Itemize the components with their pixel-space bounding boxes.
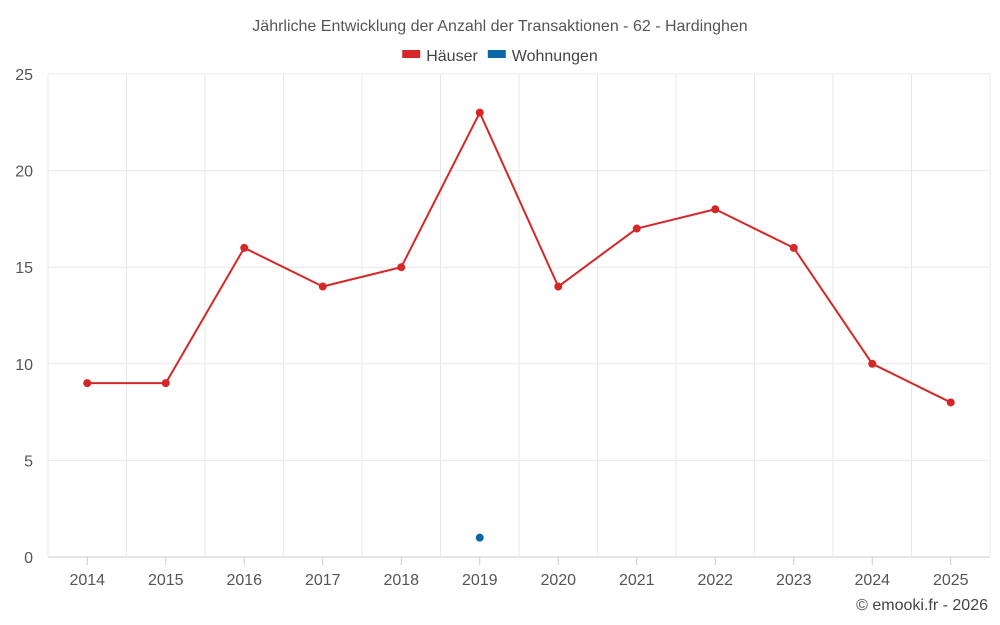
legend-item-1[interactable]: Häuser [402, 48, 478, 65]
series-1-point[interactable] [475, 108, 484, 117]
series-2-point[interactable] [475, 533, 484, 542]
series-1-point[interactable] [240, 243, 249, 252]
x-tick-label: 2019 [462, 572, 498, 589]
y-tick-label: 10 [15, 357, 33, 374]
legend-label: Wohnungen [512, 48, 598, 65]
series-1-point[interactable] [397, 263, 406, 272]
x-tick-label: 2025 [933, 572, 969, 589]
series-1-line [87, 111, 952, 404]
series-1-point[interactable] [789, 243, 798, 252]
series-1-point[interactable] [318, 282, 327, 291]
x-tick-label: 2021 [619, 572, 655, 589]
series-1-point[interactable] [554, 282, 563, 291]
chart-title: Jährliche Entwicklung der Anzahl der Tra… [252, 18, 747, 35]
series-2 [475, 533, 484, 542]
y-axis: 0 5 10 15 20 25 [15, 67, 33, 567]
y-tick-label: 5 [24, 453, 33, 470]
series-1-point[interactable] [946, 398, 955, 407]
legend-swatch [402, 50, 421, 58]
x-tick-label: 2023 [776, 572, 812, 589]
series-layer [83, 108, 955, 542]
series-1-point[interactable] [83, 379, 92, 388]
y-tick-label: 20 [15, 164, 33, 181]
series-1-point[interactable] [161, 379, 170, 388]
credit-text: © emooki.fr - 2026 [856, 597, 988, 614]
x-axis: 2014 2015 2016 2017 2018 2019 2020 2021 2022 2023… [69, 572, 968, 589]
x-tick-label: 2020 [540, 572, 576, 589]
x-tick-label: 2018 [383, 572, 419, 589]
x-tick-label: 2016 [226, 572, 262, 589]
legend-item-2[interactable]: Wohnungen [487, 48, 598, 65]
x-tick-label: 2022 [697, 572, 733, 589]
series-1-point[interactable] [711, 205, 720, 214]
legend-label: Häuser [426, 48, 478, 65]
y-tick-label: 15 [15, 260, 33, 277]
x-tick-label: 2024 [854, 572, 890, 589]
legend-swatch [487, 50, 506, 58]
y-tick-label: 25 [15, 67, 33, 84]
y-tick-label: 0 [24, 550, 33, 567]
series-1-point[interactable] [632, 224, 641, 233]
x-tick-label: 2015 [148, 572, 184, 589]
legend: Häuser Wohnungen [402, 48, 598, 65]
series-1 [83, 108, 955, 407]
grid [47, 73, 991, 565]
x-tick-label: 2017 [305, 572, 341, 589]
series-1-point[interactable] [868, 359, 877, 368]
x-tick-label: 2014 [69, 572, 105, 589]
